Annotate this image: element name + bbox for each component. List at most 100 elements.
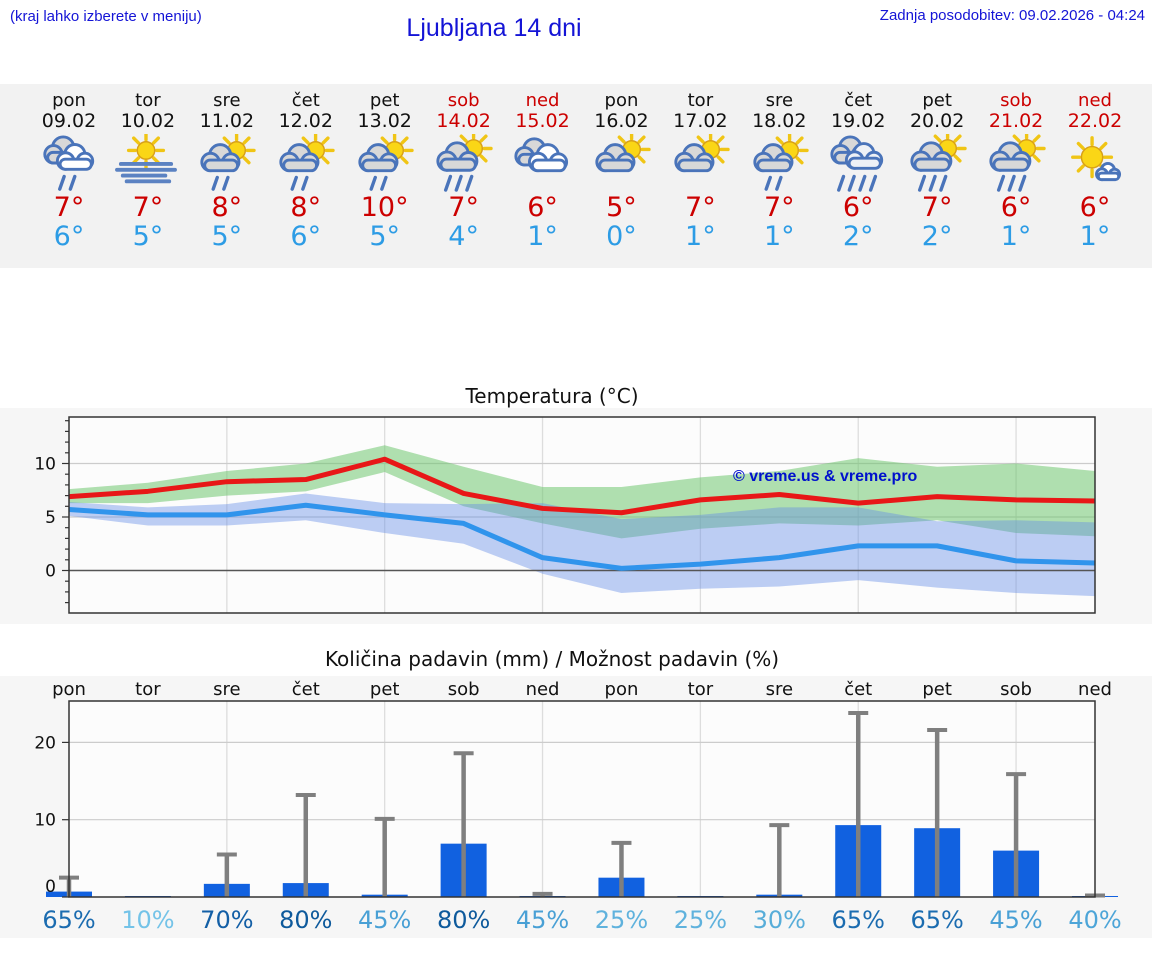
fog-sun-icon <box>108 134 187 192</box>
precip-day-label: čet <box>292 679 320 700</box>
day-max-temp: 6° <box>1000 192 1032 223</box>
precip-day-labels: pon tor sre čet pet sob ned pon tor sre čet pet sob n… <box>52 679 1112 700</box>
day-column: sre 18.02 7° 1° <box>740 84 819 251</box>
watermark-text: © vreme.us & vreme.pro <box>733 468 918 485</box>
day-date: 18.02 <box>752 110 807 132</box>
precip-day-label: pon <box>605 679 639 700</box>
precip-ytick-label: 0 <box>45 877 56 897</box>
day-column: ned 15.02 6° 1° <box>503 84 582 251</box>
precip-whiskers <box>59 711 1105 898</box>
day-max-temp: 7° <box>132 192 164 223</box>
day-column: pet 20.02 7° 2° <box>898 84 977 251</box>
precipitation-chart: pon tor sre čet pet sob ned pon tor sre čet pet sob n… <box>0 676 1152 938</box>
day-column: sob 21.02 6° 1° <box>977 84 1056 251</box>
temperature-chart-svg: 0 5 10 <box>34 416 1096 614</box>
day-column: čet 19.02 6° 2° <box>819 84 898 251</box>
last-updated: Zadnja posodobitev: 09.02.2026 - 04:24 <box>879 7 1145 24</box>
precip-probability: 25% <box>674 906 727 934</box>
day-min-temp: 2° <box>921 221 953 252</box>
day-max-temp: 8° <box>211 192 243 223</box>
precip-day-label: sre <box>766 679 793 700</box>
day-date: 11.02 <box>199 110 255 132</box>
temp-ytick-label: 10 <box>34 455 56 475</box>
day-name: tor <box>687 90 714 111</box>
day-column: pet 13.02 10° 5° <box>345 84 424 251</box>
day-name: ned <box>1078 90 1112 111</box>
day-date: 21.02 <box>988 110 1044 132</box>
max-temp-band <box>69 445 1095 539</box>
day-min-temp: 6° <box>53 221 85 252</box>
precip-probability: 80% <box>437 906 490 934</box>
day-max-temp: 7° <box>763 192 795 223</box>
day-date: 13.02 <box>357 110 412 132</box>
day-min-temp: 1° <box>685 221 716 252</box>
precip-probability: 70% <box>200 906 253 934</box>
day-min-temp: 6° <box>290 221 322 252</box>
day-column: sre 11.02 8° 5° <box>187 84 266 251</box>
day-max-temp: 6° <box>527 192 558 223</box>
day-name: čet <box>844 90 873 111</box>
day-max-temp: 6° <box>1079 192 1111 223</box>
precip-day-label: tor <box>135 679 161 700</box>
day-date: 09.02 <box>41 110 97 132</box>
day-date: 17.02 <box>673 110 728 132</box>
day-name: pon <box>52 90 86 111</box>
precip-probability: 45% <box>358 906 411 934</box>
day-name: sob <box>447 90 480 111</box>
day-column: ned 22.02 6° 1° <box>1056 84 1135 252</box>
precip-day-label: pon <box>52 679 86 700</box>
sun-cloud-rain-icon <box>345 134 424 192</box>
sun-cloud-rain-heavy-icon <box>898 134 977 192</box>
day-name: pet <box>922 90 952 111</box>
precip-day-label: čet <box>844 679 872 700</box>
precip-ytick-label: 20 <box>34 733 56 753</box>
day-min-temp: 1° <box>1000 221 1032 252</box>
header-note: (kraj lahko izberete v meniju) <box>10 8 202 25</box>
day-date: 15.02 <box>515 110 570 132</box>
day-name: sre <box>765 90 794 111</box>
page-title: Ljubljana 14 dni <box>406 14 582 42</box>
day-max-temp: 8° <box>290 192 322 223</box>
precip-probability: 65% <box>832 906 885 934</box>
day-min-temp: 0° <box>606 221 637 252</box>
day-max-temp: 10° <box>360 192 409 223</box>
day-date: 14.02 <box>436 110 491 132</box>
max-temp-line <box>69 456 1095 516</box>
sun-small-cloud-icon <box>1056 134 1135 192</box>
precip-probability: 65% <box>42 906 95 934</box>
probability-labels: 65% 10% 70% 80% 45% 80% 45% 25% 25% 30% 65% 65% 45% 4… <box>42 906 1121 934</box>
precipitation-chart-svg: pon tor sre čet pet sob ned pon tor sre čet pet sob n… <box>34 679 1121 934</box>
precip-probability: 45% <box>516 906 569 934</box>
day-name: čet <box>291 90 320 111</box>
day-name: ned <box>525 90 560 111</box>
daily-forecast-strip: pon 09.02 7° 6° tor 10.02 7° 5° sre 11.02 8° 5° čet 1… <box>0 84 1152 268</box>
sun-cloud-rain-icon <box>266 134 345 192</box>
day-name: pon <box>604 90 639 111</box>
day-max-temp: 7° <box>921 192 953 223</box>
precip-probability: 65% <box>910 906 963 934</box>
day-date: 12.02 <box>278 110 333 132</box>
precip-probability: 10% <box>121 906 174 934</box>
day-column: čet 12.02 8° 6° <box>266 84 345 251</box>
day-date: 22.02 <box>1067 110 1123 132</box>
day-min-temp: 1° <box>1079 221 1111 252</box>
day-column: tor 10.02 7° 5° <box>108 84 187 251</box>
sun-cloud-icon <box>582 134 661 192</box>
sun-cloud-rain-heavy-icon <box>977 134 1056 192</box>
precip-probability: 45% <box>989 906 1042 934</box>
sun-cloud-rain-icon <box>187 134 266 192</box>
day-name: pet <box>369 90 400 111</box>
precip-day-label: pet <box>922 679 952 700</box>
day-max-temp: 5° <box>606 192 637 223</box>
temp-ytick-label: 5 <box>45 508 56 528</box>
day-max-temp: 7° <box>685 192 716 223</box>
day-column: tor 17.02 7° 1° <box>661 84 740 251</box>
day-name: sre <box>213 90 241 111</box>
precip-day-label: pet <box>370 679 400 700</box>
day-min-temp: 1° <box>527 221 558 252</box>
day-min-temp: 2° <box>842 221 874 252</box>
day-date: 19.02 <box>831 110 886 132</box>
sun-cloud-rain-heavy-icon <box>424 134 503 192</box>
day-name: tor <box>135 90 161 111</box>
